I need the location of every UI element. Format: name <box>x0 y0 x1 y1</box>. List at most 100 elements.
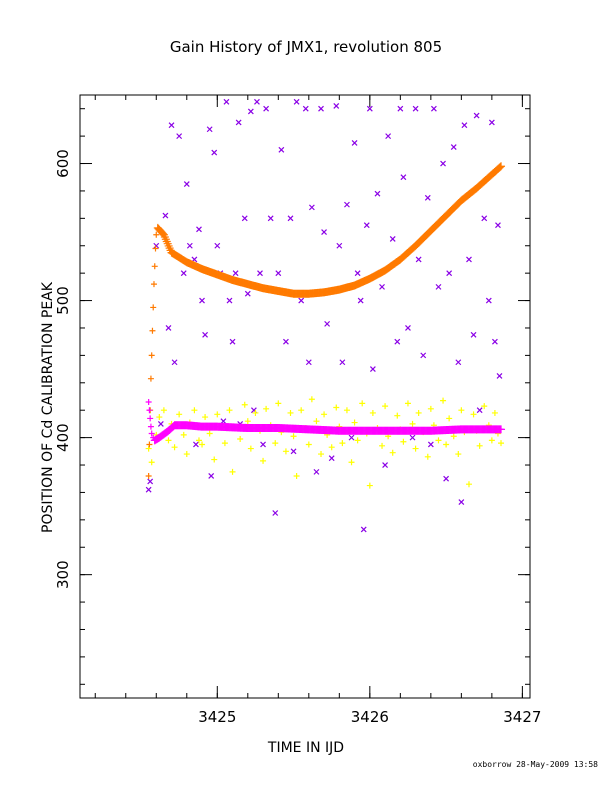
data-point-x <box>495 222 501 229</box>
data-point-x <box>348 434 355 441</box>
data-marks <box>145 98 506 533</box>
data-point-x <box>409 434 416 441</box>
data-point-x <box>394 338 401 345</box>
data-point-plus <box>148 430 155 437</box>
data-point-plus <box>424 453 431 460</box>
data-point-x <box>374 190 381 197</box>
data-point-plus <box>145 445 152 452</box>
data-point-plus <box>226 407 233 414</box>
data-point-plus <box>247 445 254 452</box>
data-point-x <box>275 270 282 277</box>
data-point-x <box>488 119 495 126</box>
data-point-plus <box>171 444 178 451</box>
data-point-x <box>214 242 221 249</box>
data-point-plus <box>366 482 373 489</box>
data-point-plus <box>305 441 312 448</box>
data-point-x <box>206 126 213 133</box>
data-point-plus <box>202 414 209 421</box>
data-point-x <box>427 441 434 448</box>
data-point-plus <box>293 472 300 479</box>
data-point-x <box>211 149 218 156</box>
data-point-x <box>290 448 297 455</box>
data-point-x <box>366 105 373 112</box>
data-point-x <box>385 133 392 140</box>
data-point-x <box>235 119 242 126</box>
data-point-plus <box>379 442 386 449</box>
data-point-plus <box>290 433 297 440</box>
data-point-x <box>450 144 457 151</box>
y-tick-label: 600 <box>54 149 72 178</box>
data-point-x <box>220 418 227 425</box>
data-point-x <box>199 297 205 304</box>
data-point-plus <box>180 431 187 438</box>
data-point-x <box>193 441 199 448</box>
data-point-x <box>461 122 468 129</box>
data-point-x <box>168 122 175 129</box>
data-point-plus <box>211 456 218 463</box>
data-point-x <box>298 297 305 304</box>
data-point-plus <box>495 163 504 172</box>
y-tick-label: 300 <box>54 560 72 589</box>
chart-title: Gain History of JMX1, revolution 805 <box>169 38 443 56</box>
data-point-plus <box>328 444 335 451</box>
data-point-plus <box>415 409 422 416</box>
data-point-x <box>263 105 270 112</box>
data-point-plus <box>409 420 416 427</box>
data-point-plus <box>354 437 361 444</box>
data-point-x <box>443 475 450 482</box>
x-tick-label: 3426 <box>351 708 389 726</box>
data-point-plus <box>308 396 315 403</box>
data-point-x <box>247 108 254 115</box>
data-point-plus <box>260 457 267 464</box>
data-point-plus <box>404 400 411 407</box>
data-point-plus <box>221 440 228 447</box>
data-point-plus <box>313 418 320 425</box>
data-point-x <box>260 441 266 448</box>
data-point-plus <box>145 472 152 479</box>
data-point-x <box>360 526 367 533</box>
data-point-x <box>305 359 312 366</box>
data-point-plus <box>183 451 190 458</box>
data-point-plus <box>481 403 488 410</box>
data-point-plus <box>148 459 155 466</box>
x-axis-ticks: 3425 3426 3427 <box>198 95 541 726</box>
data-point-x <box>412 105 419 112</box>
data-point-plus <box>343 407 350 414</box>
data-point-plus <box>147 423 154 430</box>
data-point-plus <box>145 398 152 405</box>
data-point-x <box>208 473 215 479</box>
data-point-plus <box>263 405 270 412</box>
x-tick-label: 3427 <box>503 708 541 726</box>
data-point-x <box>357 297 364 304</box>
data-point-plus <box>148 352 155 359</box>
data-point-plus <box>158 228 167 237</box>
data-point-x <box>476 407 483 414</box>
data-point-plus <box>153 231 160 238</box>
data-point-plus <box>465 481 472 488</box>
data-point-plus <box>369 409 376 416</box>
data-point-plus <box>298 407 305 414</box>
data-point-x <box>171 359 178 366</box>
data-point-plus <box>470 411 477 418</box>
data-point-x <box>339 359 346 366</box>
y-tick-label: 400 <box>54 423 72 452</box>
data-point-x <box>333 103 340 109</box>
data-point-x <box>415 256 422 263</box>
x-tick-label: 3425 <box>198 708 236 726</box>
data-point-x <box>232 270 239 277</box>
data-point-x <box>446 270 453 277</box>
data-point-plus <box>321 411 328 418</box>
data-point-plus <box>150 281 157 288</box>
data-point-plus <box>333 404 340 411</box>
data-point-x <box>344 201 350 208</box>
data-point-x <box>440 160 446 167</box>
y-axis-ticks: 300 400 500 600 <box>54 149 530 589</box>
data-point-plus <box>427 405 434 412</box>
data-point-plus <box>199 441 206 448</box>
plot-frame <box>79 94 531 699</box>
data-point-plus <box>152 245 159 252</box>
data-point-x <box>180 270 187 277</box>
data-point-x <box>369 366 376 373</box>
data-point-x <box>278 146 285 153</box>
data-point-x <box>147 478 154 485</box>
